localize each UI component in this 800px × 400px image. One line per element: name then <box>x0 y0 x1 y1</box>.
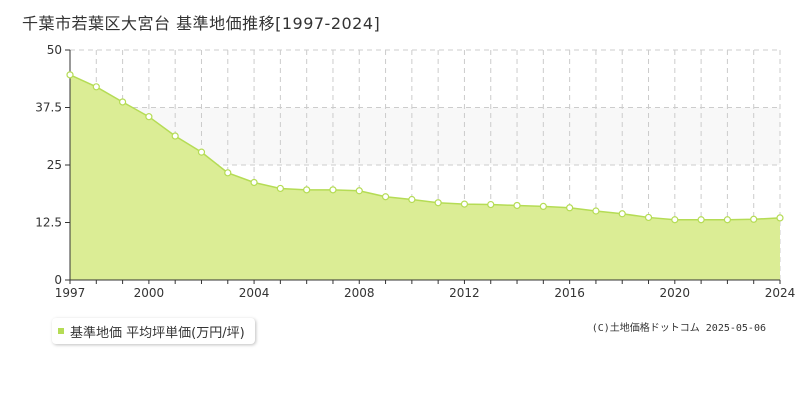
data-point <box>539 202 547 210</box>
chart-title: 千葉市若葉区大宮台 基準地価推移[1997-2024] <box>22 14 381 33</box>
series-line <box>69 74 781 221</box>
data-point <box>303 186 311 194</box>
data-point <box>66 71 74 79</box>
data-point <box>618 210 626 218</box>
data-point <box>355 187 363 195</box>
data-point <box>566 204 574 212</box>
data-point <box>697 216 705 224</box>
data-point <box>329 186 337 194</box>
data-point <box>118 98 127 106</box>
x-tick-label: 2016 <box>554 286 585 300</box>
data-point <box>644 213 653 222</box>
x-tick-label: 2008 <box>344 286 375 300</box>
series-area <box>70 74 780 280</box>
y-tick-label: 50 <box>47 43 62 57</box>
x-tick-label: 2020 <box>660 286 691 300</box>
data-point <box>408 195 416 204</box>
data-point <box>434 199 442 207</box>
data-point <box>513 201 521 210</box>
x-tick-label: 2004 <box>239 286 270 300</box>
data-point <box>92 83 100 91</box>
x-tick-label: 1997 <box>55 286 86 300</box>
y-tick-label: 25 <box>47 158 62 172</box>
data-point <box>460 200 469 208</box>
x-tick-label: 2000 <box>134 286 165 300</box>
data-point <box>723 216 732 224</box>
data-point <box>197 148 206 156</box>
x-tick-label: 2012 <box>449 286 480 300</box>
credit-text: (C)土地価格ドットコム 2025-05-06 <box>591 323 766 334</box>
data-point <box>487 200 495 209</box>
data-point <box>276 184 284 193</box>
data-point <box>381 193 390 201</box>
data-point <box>776 214 784 222</box>
y-tick-label: 37.5 <box>35 101 62 115</box>
y-tick-label: 12.5 <box>35 216 62 230</box>
y-tick-label: 0 <box>54 273 62 287</box>
data-point <box>671 216 679 224</box>
data-point <box>750 215 758 223</box>
data-point <box>250 178 258 187</box>
legend: 基準地価 平均坪単価(万円/坪) <box>52 318 255 344</box>
data-point <box>224 169 232 177</box>
legend-swatch <box>58 328 64 334</box>
data-point <box>171 132 179 140</box>
legend-label: 基準地価 平均坪単価(万円/坪) <box>70 325 245 341</box>
data-point <box>592 207 600 215</box>
data-point <box>145 113 153 121</box>
x-tick-label: 2024 <box>765 286 796 300</box>
